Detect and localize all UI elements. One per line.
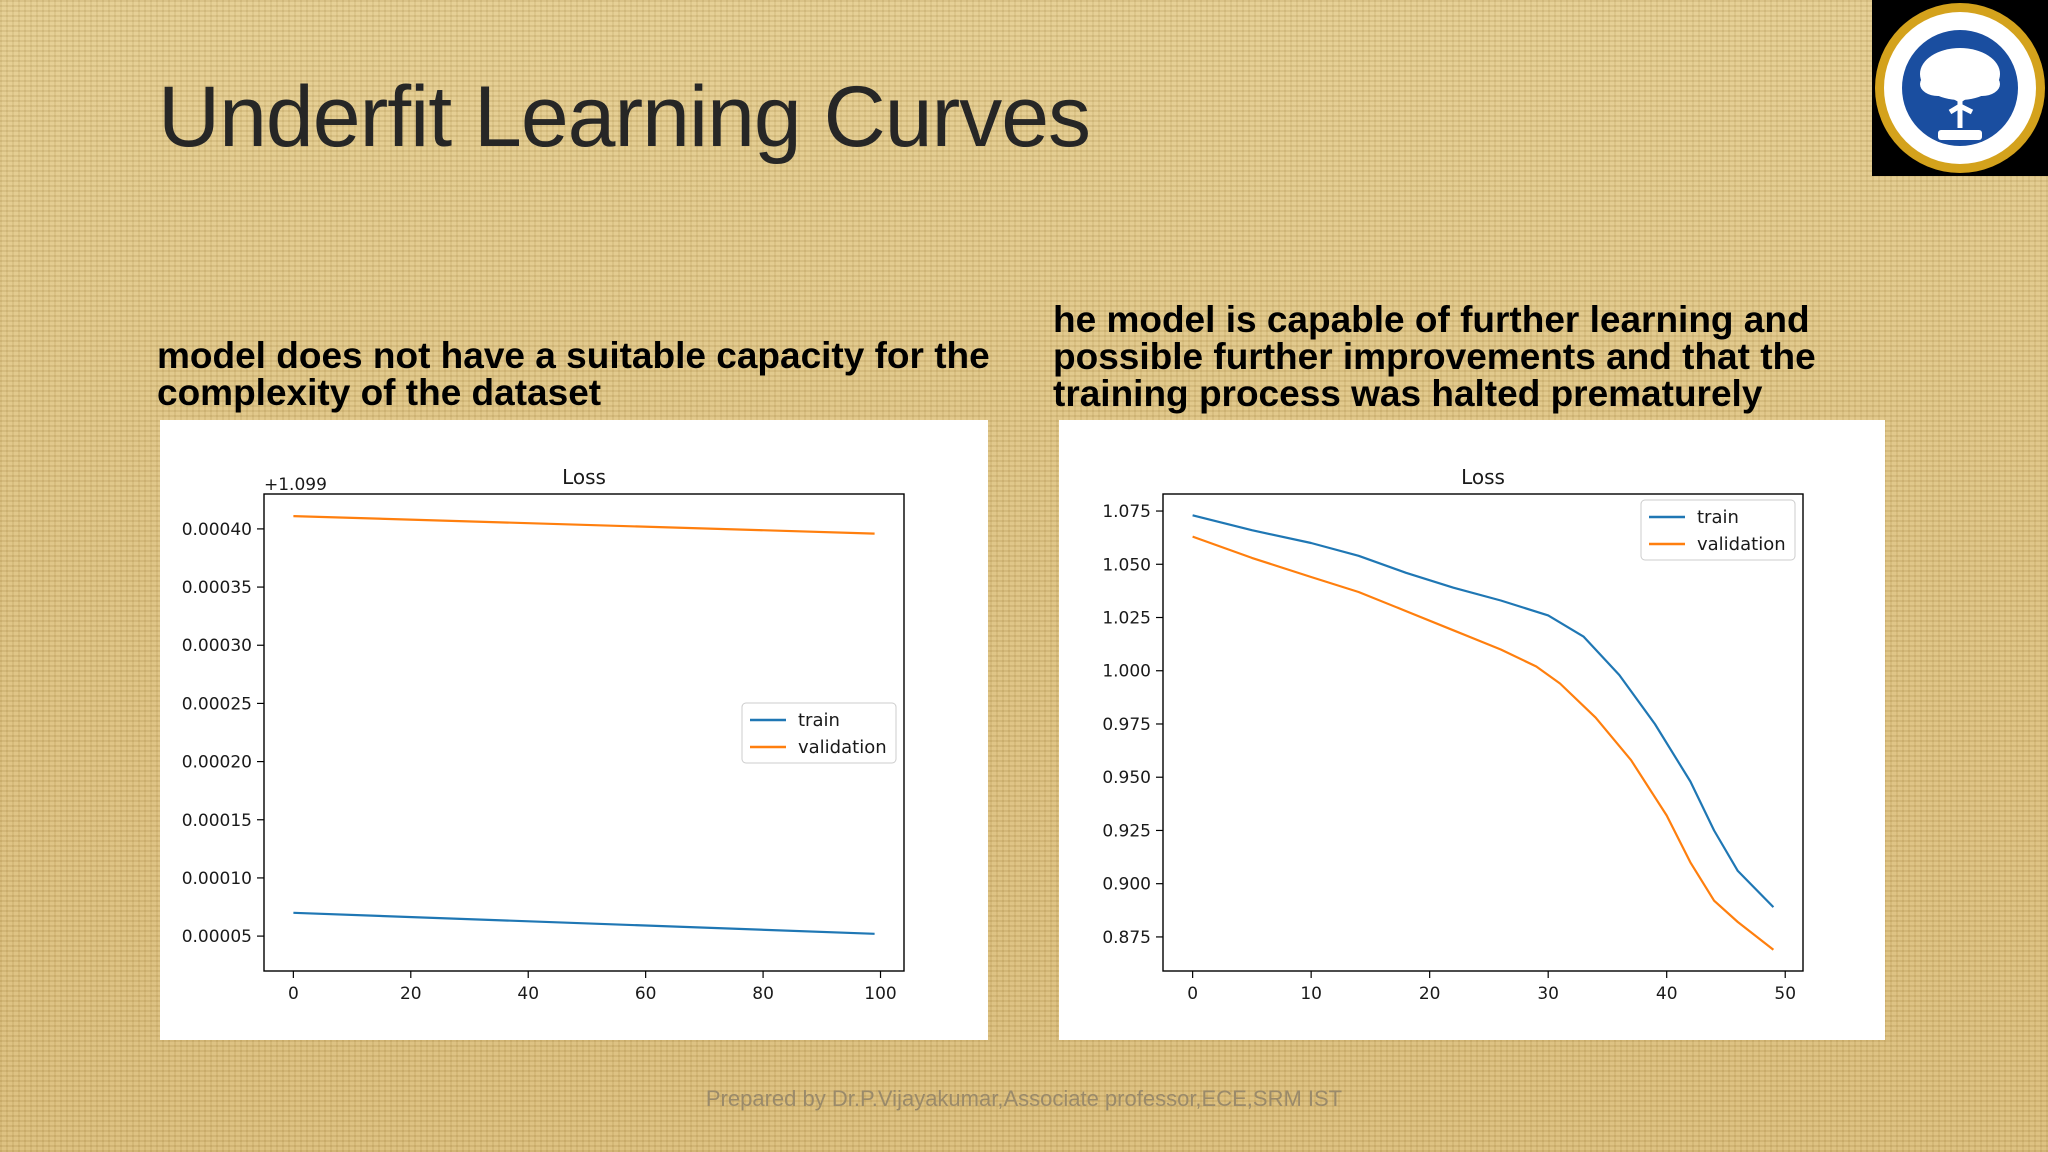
series-line-validation	[293, 515, 875, 535]
y-tick-label: 0.925	[1102, 821, 1151, 841]
x-tick-label: 30	[1537, 984, 1559, 1004]
tree-seal-icon	[1875, 3, 2045, 173]
legend-label-validation: validation	[1697, 534, 1786, 555]
y-tick-label: 0.00025	[182, 694, 252, 714]
x-tick-label: 0	[1187, 984, 1198, 1004]
institute-logo	[1872, 0, 2048, 176]
y-tick-label: 1.025	[1102, 609, 1151, 629]
x-tick-label: 10	[1300, 984, 1322, 1004]
x-tick-label: 40	[517, 984, 539, 1004]
y-tick-label: 0.00020	[182, 753, 252, 773]
x-tick-label: 20	[1419, 984, 1441, 1004]
right-chart-caption: he model is capable of further learning …	[1053, 299, 1816, 414]
y-tick-label: 0.00035	[182, 578, 252, 598]
y-offset-label: +1.099	[264, 475, 327, 495]
series-line-validation	[1192, 535, 1775, 951]
legend-label-train: train	[1697, 507, 1739, 528]
plot-frame	[263, 493, 905, 972]
x-tick-label: 40	[1656, 984, 1678, 1004]
y-tick-label: 1.000	[1102, 662, 1151, 682]
footer-credit: Prepared by Dr.P.Vijayakumar,Associate p…	[705, 1086, 1343, 1111]
x-tick-label: 80	[752, 984, 774, 1004]
x-tick-label: 60	[635, 984, 657, 1004]
y-tick-label: 0.875	[1102, 928, 1151, 948]
x-tick-label: 50	[1774, 984, 1796, 1004]
left-chart-caption: model does not have a suitable capacity …	[157, 335, 990, 413]
y-tick-label: 0.950	[1102, 768, 1151, 788]
underfit-halted-chart: Loss 0.875 0.900 0.925 0.950 0.975 1.000 1.025 1…	[1059, 420, 1885, 1040]
underfit-capacity-chart: Loss +1.099 0.00005 0.00010 0.00015 0.00020 0.…	[160, 420, 988, 1040]
y-tick-label: 1.050	[1102, 555, 1151, 575]
x-tick-label: 100	[864, 984, 896, 1004]
legend-label-validation: validation	[798, 737, 887, 758]
y-tick-label: 0.00040	[182, 520, 252, 540]
y-tick-label: 0.00030	[182, 636, 252, 656]
y-tick-label: 0.00010	[182, 869, 252, 889]
y-tick-label: 0.975	[1102, 715, 1151, 735]
plot-frame	[1162, 493, 1804, 972]
series-line-train	[293, 911, 875, 935]
loss-chart-right: Loss 0.875 0.900 0.925 0.950 0.975 1.000 1.025 1…	[1102, 465, 1804, 1004]
slide-title: Underfit Learning Curves	[158, 69, 1091, 165]
chart-title: Loss	[562, 465, 606, 489]
series-line-train	[1192, 514, 1775, 908]
y-tick-label: 0.900	[1102, 875, 1151, 895]
loss-chart-left: Loss +1.099 0.00005 0.00010 0.00015 0.00020 0.…	[182, 465, 905, 1004]
x-tick-label: 20	[400, 984, 422, 1004]
chart-title: Loss	[1461, 465, 1505, 489]
legend-label-train: train	[798, 710, 840, 731]
x-tick-label: 0	[288, 984, 299, 1004]
y-tick-label: 0.00015	[182, 811, 252, 831]
y-tick-label: 1.075	[1102, 502, 1151, 522]
y-tick-label: 0.00005	[182, 927, 252, 947]
